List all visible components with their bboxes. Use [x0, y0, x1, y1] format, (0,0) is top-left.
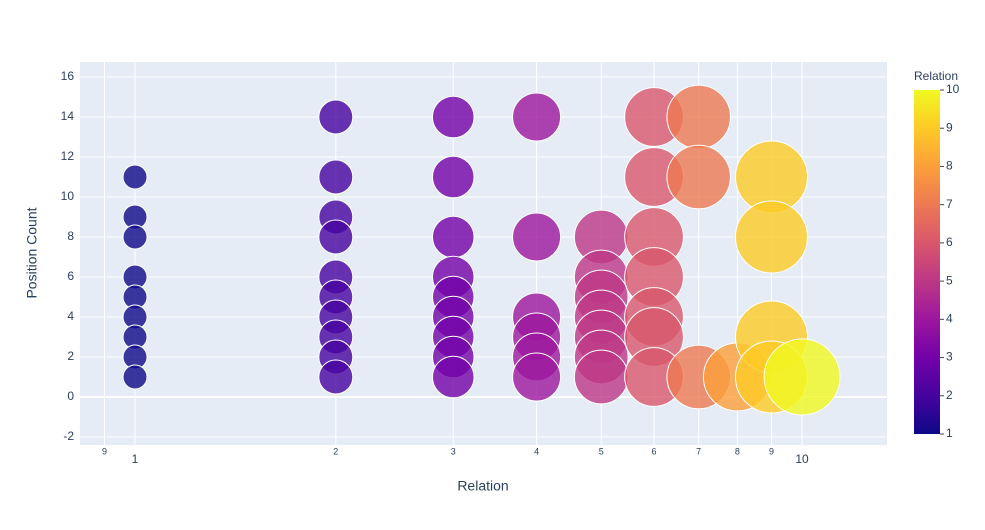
bubble [573, 349, 629, 405]
bubble [318, 99, 354, 135]
y-tick-label: 16 [61, 69, 75, 83]
bubble [512, 352, 562, 402]
bubble [122, 164, 148, 190]
x-tick-label: 1 [132, 452, 139, 466]
colorbar-tick-label: 3 [946, 350, 953, 364]
bubble [431, 355, 475, 399]
x-tick-label: 9 [769, 446, 774, 456]
bubble [512, 212, 562, 262]
x-tick-label: 2 [333, 446, 338, 456]
y-tick-label: 8 [67, 229, 74, 243]
x-tick-label: 5 [599, 446, 604, 456]
x-tick-label: 7 [696, 446, 701, 456]
colorbar-tick-label: 2 [946, 388, 953, 402]
colorbar-tick-label: 1 [946, 426, 953, 440]
bubble [666, 144, 731, 210]
colorbar-tick-label: 9 [946, 120, 953, 134]
bubble [318, 159, 354, 195]
bubble [431, 215, 475, 259]
x-axis-title: Relation [457, 478, 508, 494]
colorbar-tick-label: 10 [946, 82, 960, 96]
x-tick-label: 6 [652, 446, 657, 456]
y-tick-label: 10 [61, 189, 75, 203]
colorbar-title: Relation [914, 69, 958, 83]
y-tick-label: 6 [67, 269, 74, 283]
bubble [734, 200, 808, 274]
y-tick-label: 14 [61, 109, 75, 123]
x-tick-label: 9 [102, 446, 107, 456]
bubble [318, 359, 354, 395]
y-tick-label: 12 [61, 149, 75, 163]
bubble [431, 155, 475, 199]
y-tick-label: 0 [67, 389, 74, 403]
bubble [122, 224, 148, 250]
colorbar-tick-label: 4 [946, 312, 953, 326]
y-tick-label: 4 [67, 309, 74, 323]
x-tick-label: 3 [451, 446, 456, 456]
colorbar-tick-label: 5 [946, 273, 953, 287]
bubble [318, 219, 354, 255]
x-tick-label: 8 [735, 446, 740, 456]
y-axis-title: Position Count [24, 207, 40, 298]
bubble [512, 92, 562, 142]
colorbar-tick-label: 7 [946, 197, 953, 211]
y-tick-label: -2 [63, 429, 74, 443]
x-tick-label: 4 [534, 446, 539, 456]
y-tick-label: 2 [67, 349, 74, 363]
bubble [763, 338, 841, 416]
bubble [122, 364, 148, 390]
bubble [666, 84, 731, 150]
colorbar-tick-label: 6 [946, 235, 953, 249]
colorbar [914, 90, 940, 434]
x-tick-label: 10 [795, 452, 809, 466]
colorbar-tick-label: 8 [946, 159, 953, 173]
bubble [431, 95, 475, 139]
